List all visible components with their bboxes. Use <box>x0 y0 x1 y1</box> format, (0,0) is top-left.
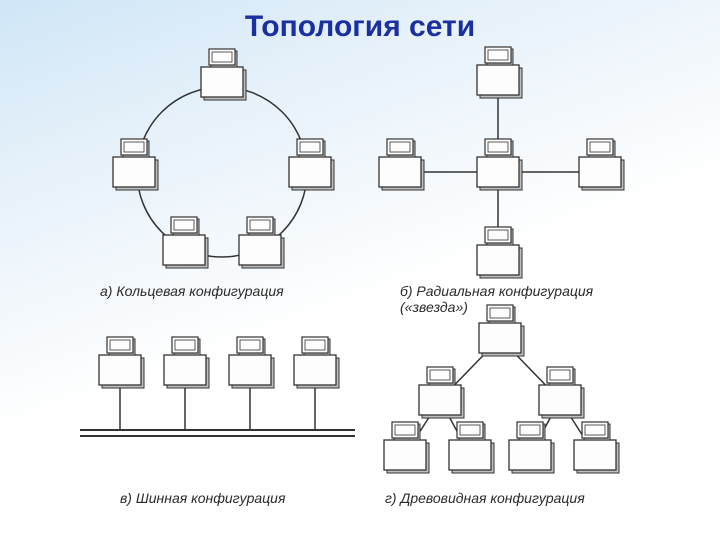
caption-bus: в) Шинная конфигурация <box>120 490 285 506</box>
caption-ring: а) Кольцевая конфигурация <box>100 283 284 299</box>
caption-star-line2: («звезда») <box>400 299 468 315</box>
caption-star-line1: б) Радиальная конфигурация <box>400 283 593 299</box>
caption-tree: г) Древовидная конфигурация <box>385 490 585 506</box>
topology-canvas <box>0 0 720 540</box>
caption-star: б) Радиальная конфигурация («звезда») <box>400 283 593 315</box>
